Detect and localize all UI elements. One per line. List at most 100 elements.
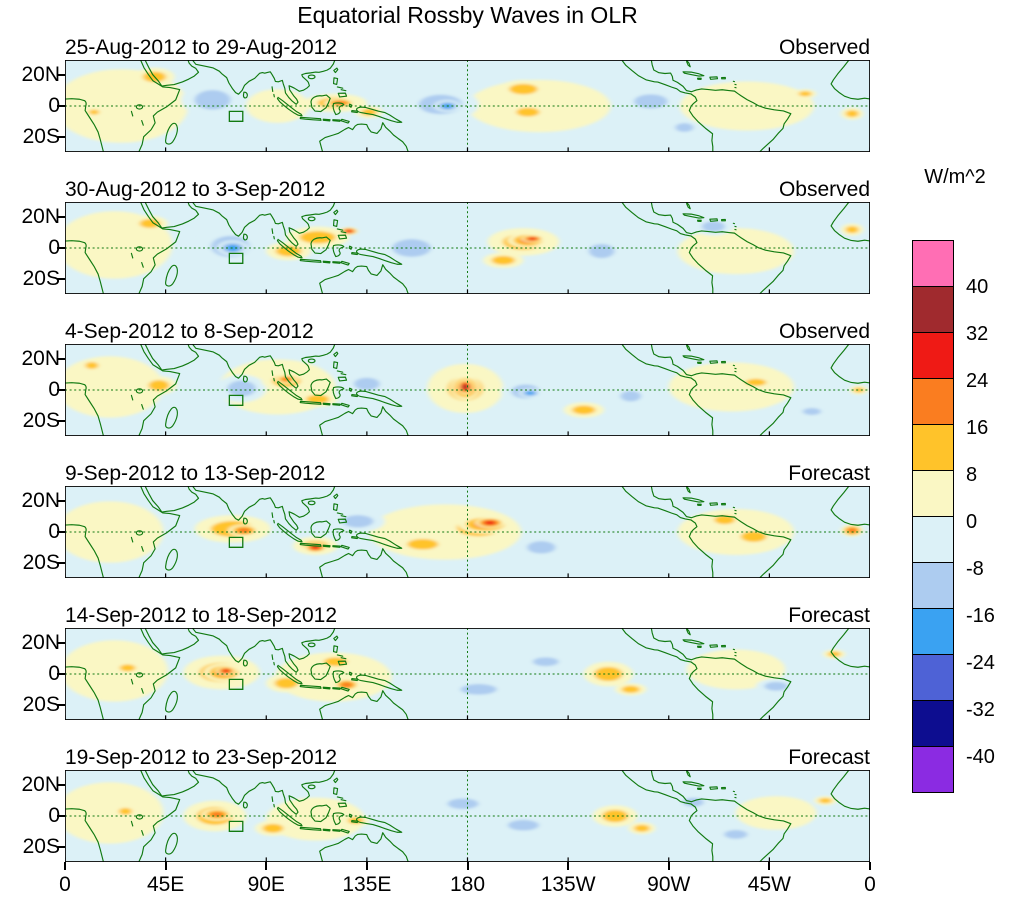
coastline-path (131, 253, 143, 267)
coastline-path (277, 239, 302, 257)
panel-header: 4-Sep-2012 to 8-Sep-2012 Observed (65, 318, 870, 344)
x-axis-tick-label: 180 (449, 873, 486, 896)
x-axis-tick-label: 45W (747, 873, 791, 896)
colorbar-tick-label: 24 (966, 370, 989, 392)
panel-map-area: 20N 0 20S (21, 628, 870, 720)
colorbar-tick-label: -16 (966, 605, 995, 627)
coastline-path (710, 219, 718, 221)
coastline-path (333, 387, 344, 399)
x-axis-tick (64, 862, 66, 870)
panel-map (65, 344, 870, 436)
y-axis-tick-label: 20S (22, 692, 60, 716)
coastline-path (277, 523, 302, 541)
coastline-path (341, 403, 349, 407)
coastline-path (145, 628, 198, 654)
coastline-path (65, 241, 103, 294)
coastline-path (323, 829, 330, 831)
colorbar-cell (912, 378, 954, 425)
anomaly-contour (274, 677, 298, 689)
index-region-box (229, 395, 242, 405)
coastline-path (352, 537, 358, 539)
coastline-path (338, 519, 346, 523)
coastline-path (334, 494, 338, 498)
anomaly-contour (484, 520, 496, 525)
anomaly-contour (675, 123, 694, 132)
coastline-path (131, 821, 143, 835)
coastline-path (243, 234, 247, 240)
coastline-path (300, 685, 321, 688)
coastline-path (622, 344, 713, 436)
coastline-path (831, 486, 870, 525)
coastline-path (65, 525, 103, 578)
y-axis-tick-label: 20N (21, 489, 60, 513)
y-axis-tick (57, 500, 65, 503)
coastline-path (334, 504, 338, 511)
panel-stack: 25-Aug-2012 to 29-Aug-2012 Observed 20N 0 20… (0, 34, 1021, 886)
coastline-path (166, 123, 178, 144)
anomaly-contour (65, 501, 164, 563)
coastline-path (733, 365, 736, 371)
coastline-path (192, 344, 334, 388)
coastline-path (683, 72, 704, 76)
colorbar-tick-label: 8 (966, 464, 978, 486)
coastline-path (136, 673, 142, 677)
coastline-path (139, 344, 180, 436)
coastline-path (733, 507, 736, 513)
y-axis-tick (57, 277, 65, 280)
panel-map (65, 486, 870, 578)
coastline-path (333, 813, 344, 825)
coastline-path (272, 797, 274, 807)
colorbar-tick-label: 0 (966, 511, 978, 533)
coastline-path (333, 120, 340, 122)
coastline-path (334, 788, 338, 795)
panel-map-area: 20N 0 20S (21, 770, 870, 862)
anomaly-contour (621, 685, 640, 693)
coastline-path (831, 344, 870, 383)
coastline-path (243, 802, 247, 808)
anomaly-contour (528, 237, 537, 241)
anomaly-contour (847, 527, 857, 534)
index-region-box (229, 821, 242, 831)
coastline-path (136, 815, 142, 819)
panel-title: 14-Sep-2012 to 18-Sep-2012 (65, 604, 338, 627)
coastline-path (710, 787, 718, 789)
anomaly-field (65, 211, 864, 279)
x-axis-tick (265, 862, 268, 870)
anomaly-contour (853, 387, 864, 393)
colorbar-tick-label: -24 (966, 652, 995, 674)
y-axis-tick-label: 0 (48, 662, 60, 685)
coastline-path (320, 549, 409, 578)
y-axis-tick (57, 703, 65, 706)
coastline-path (349, 388, 352, 391)
coastline-path (333, 245, 344, 257)
coastline-path (686, 628, 690, 635)
y-axis-tick (57, 105, 65, 107)
coastline-path (320, 833, 409, 862)
anomaly-contour (342, 515, 374, 528)
anomaly-contour (262, 823, 284, 833)
anomaly-contour (745, 378, 767, 386)
coastline-path (651, 60, 791, 152)
coastline-path (308, 501, 315, 505)
coastline-path (243, 518, 247, 524)
coastline-path (277, 97, 302, 115)
chart-title: Equatorial Rossby Waves in OLR (297, 2, 638, 28)
coastline-path (65, 667, 103, 720)
coastline-path (131, 679, 143, 693)
x-axis: 0 45E 90E 135E 180 135W 90W 45W 0 (59, 862, 876, 902)
index-region-box (229, 253, 242, 263)
panel-map-area: 20N 0 20S (21, 344, 870, 436)
panel-mode-label: Forecast (788, 604, 870, 627)
coastline-path (683, 782, 704, 786)
coastline-path (131, 537, 143, 551)
coastline-path (357, 107, 402, 122)
coastline-path (831, 202, 870, 241)
y-axis-tick-label: 0 (48, 804, 60, 827)
colorbar-tick-label: -40 (966, 746, 995, 768)
panel-title: 19-Sep-2012 to 23-Sep-2012 (65, 746, 338, 769)
colorbar-tick-label: 16 (966, 417, 989, 439)
coastline-path (831, 770, 870, 809)
coastline-path (733, 81, 736, 87)
colorbar-cell (912, 240, 954, 287)
